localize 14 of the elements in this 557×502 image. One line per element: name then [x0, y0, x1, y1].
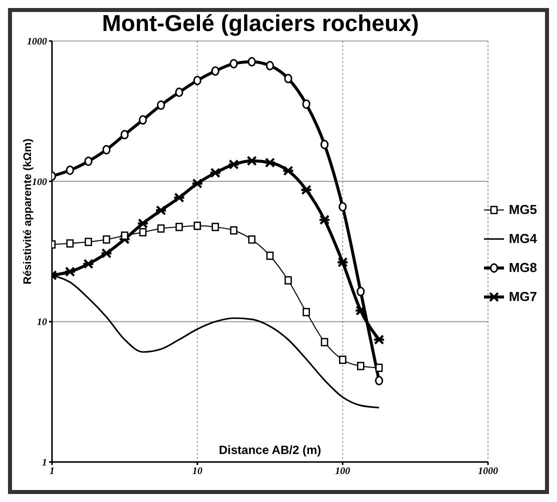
- chart-title: Mont-Gelé (glaciers rocheux): [101, 10, 420, 36]
- y-tick-label: 1: [42, 458, 47, 469]
- x-tick-label: 1000: [478, 466, 498, 478]
- legend-label: MG7: [508, 289, 537, 304]
- x-tick-label: 1: [50, 466, 54, 478]
- x-axis-title: Distance AB/2 (m): [218, 443, 322, 457]
- y-tick-label: 1000: [27, 36, 47, 48]
- x-tick-label: 10: [192, 466, 202, 478]
- legend-label: MG4: [508, 231, 537, 246]
- x-tick-label: 100: [335, 466, 350, 478]
- legend-label: MG8: [508, 260, 537, 275]
- y-tick-label: 100: [32, 176, 47, 188]
- legend-label: MG5: [508, 202, 537, 217]
- y-tick-label: 10: [37, 317, 47, 328]
